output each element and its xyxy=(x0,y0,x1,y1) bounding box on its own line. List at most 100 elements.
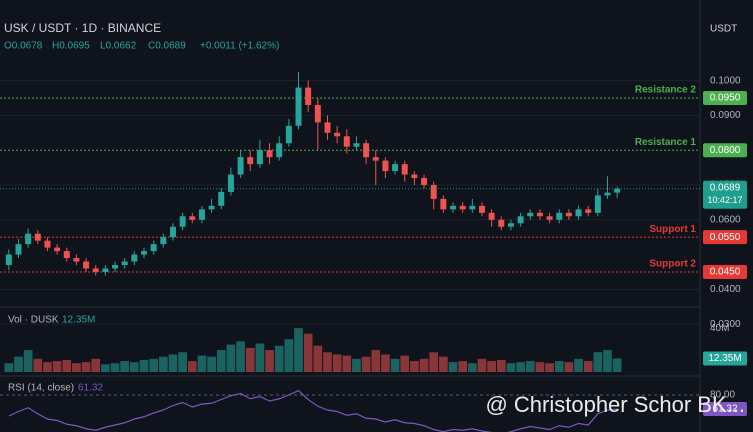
volume-bar xyxy=(14,356,23,372)
candle-body xyxy=(102,268,109,272)
candle-body xyxy=(565,212,572,217)
volume-bar xyxy=(245,347,255,372)
ohlc-legend: O0.0678 H0.0695 L0.0662 C0.0689 +0.0011 (+1.… xyxy=(4,41,279,52)
candle-body xyxy=(169,226,176,238)
chart-title: USK / USDT · 1D · BINANCE xyxy=(4,21,161,35)
volume-bar xyxy=(284,339,294,372)
volume-bar xyxy=(574,358,583,372)
candle-body xyxy=(536,212,543,217)
candle-body xyxy=(459,205,466,210)
volume-bar xyxy=(516,362,525,372)
volume-bar xyxy=(361,356,371,372)
y-tick-label: 0.1000 xyxy=(710,75,741,86)
candle-body xyxy=(179,216,186,227)
level-box xyxy=(703,264,747,279)
candle-body xyxy=(363,143,370,158)
volume-bar xyxy=(448,362,458,372)
level-box xyxy=(703,91,747,106)
candle-body xyxy=(440,198,447,210)
volume-bar xyxy=(554,361,564,372)
ohlc-value: C0.0689 xyxy=(148,41,186,52)
candle-body xyxy=(198,209,205,220)
candle-body xyxy=(343,136,350,147)
y-tick-label: 0.0400 xyxy=(710,284,741,295)
y-tick-label: 0.0900 xyxy=(710,110,741,121)
last-price-box xyxy=(703,180,747,209)
volume-bar xyxy=(23,350,33,372)
volume-bar xyxy=(603,350,612,372)
candle-body xyxy=(285,125,292,144)
rsi-title: RSI (14, close) xyxy=(8,383,74,394)
candle-body xyxy=(430,184,437,199)
candle-body xyxy=(112,264,119,269)
level-label: 0.0450 xyxy=(710,267,741,278)
volume-bar xyxy=(342,355,352,372)
volume-bar xyxy=(593,352,603,372)
candle-body xyxy=(141,251,148,255)
candle-body xyxy=(150,244,157,252)
volume-bar xyxy=(149,358,159,372)
candle-body xyxy=(227,174,234,192)
candle-body xyxy=(189,216,196,220)
volume-bar xyxy=(91,358,101,372)
volume-title: Vol · DUSK xyxy=(8,315,59,326)
candle-body xyxy=(314,104,321,123)
candle-body xyxy=(575,209,582,217)
candle-body xyxy=(421,178,428,185)
volume-value-label: 12.35M xyxy=(708,353,741,364)
volume-tick-label: 40M xyxy=(710,323,729,334)
candle-body xyxy=(585,209,592,213)
volume-bar xyxy=(120,361,130,372)
volume-bar xyxy=(410,361,419,372)
volume-value-box xyxy=(703,351,747,366)
countdown: 10:42:17 xyxy=(707,195,742,205)
candle-body xyxy=(305,87,312,105)
volume-bar xyxy=(487,361,496,372)
candle-body xyxy=(266,150,273,158)
volume-bar xyxy=(139,359,149,372)
volume-bar xyxy=(400,355,410,372)
candle-body xyxy=(256,150,263,165)
candle-body xyxy=(54,247,61,252)
candle-body xyxy=(131,254,138,262)
volume-bar xyxy=(545,363,554,372)
candle-body xyxy=(382,160,389,172)
volume-bar xyxy=(303,333,313,372)
candle-body xyxy=(498,219,505,227)
candle-body xyxy=(488,212,495,220)
candle-body xyxy=(411,174,418,179)
volume-bar xyxy=(496,359,506,372)
y-tick-label: 0.0300 xyxy=(710,319,741,330)
candle-body xyxy=(478,205,485,213)
candle-body xyxy=(34,233,41,241)
volume-bar xyxy=(525,361,535,372)
candle-body xyxy=(237,157,244,175)
volume-bar xyxy=(101,364,110,372)
volume-bar xyxy=(207,356,216,372)
ohlc-value: O0.0678 xyxy=(4,41,43,52)
volume-bar xyxy=(439,356,448,372)
change: +0.0011 (+1.62%) xyxy=(200,41,279,52)
candle-body xyxy=(44,240,51,248)
volume-bar xyxy=(313,345,323,372)
level-label: 0.0800 xyxy=(710,145,741,156)
level-name: Resistance 1 xyxy=(635,137,697,148)
candle-body xyxy=(372,157,379,161)
candle-body xyxy=(517,216,524,224)
volume-bar xyxy=(583,361,593,372)
volume-bar xyxy=(197,355,207,372)
candle-body xyxy=(15,244,22,255)
candle-body xyxy=(276,143,283,158)
volume-bar xyxy=(265,350,274,372)
level-name: Support 2 xyxy=(649,259,696,270)
volume-bar xyxy=(178,352,187,372)
volume-bar xyxy=(168,354,178,372)
candle-body xyxy=(25,233,32,245)
candle-body xyxy=(208,205,215,210)
volume-bar xyxy=(187,361,197,372)
rsi-value-label: 61.32 xyxy=(712,404,737,415)
volume-bar xyxy=(332,354,342,372)
candle-body xyxy=(247,157,254,165)
volume-bar xyxy=(390,358,400,372)
candle-body xyxy=(392,164,399,172)
